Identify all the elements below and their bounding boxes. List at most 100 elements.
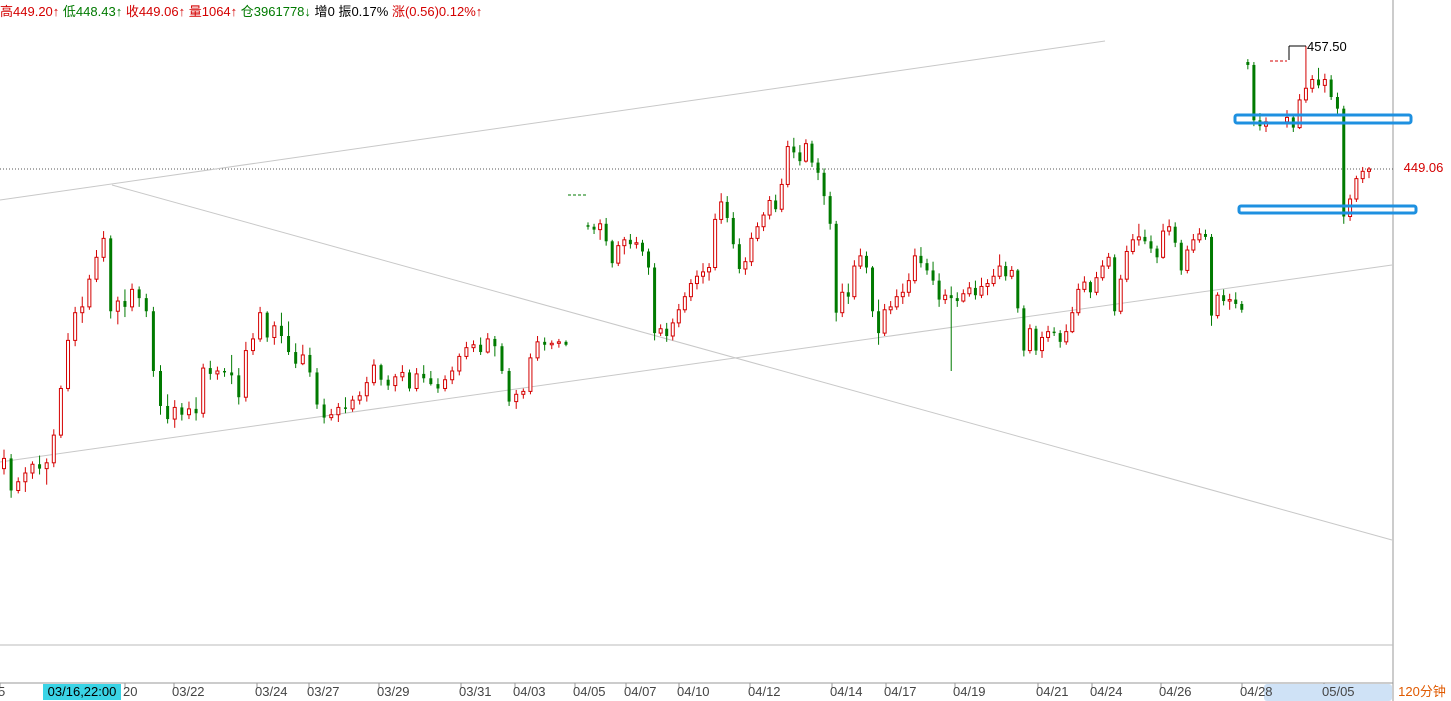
x-tick-label: 04/12 (748, 684, 781, 699)
candle-body (1167, 226, 1172, 232)
candle-body (810, 143, 814, 163)
candle-body (682, 296, 687, 311)
x-tick-label: 5 (0, 684, 6, 699)
candle-body (1088, 282, 1092, 293)
candle-body (521, 390, 526, 395)
candle-body (1310, 79, 1315, 89)
candle-body (485, 338, 490, 353)
volume-label: 量 (188, 4, 202, 19)
candle-body (749, 237, 754, 263)
candle-body (464, 347, 469, 357)
candle-body (1136, 236, 1141, 241)
candle-body (719, 201, 724, 220)
candle-body (151, 311, 155, 371)
candle-body (900, 291, 905, 298)
candle-body (73, 312, 78, 341)
candle-body (1329, 79, 1333, 98)
x-tick-label: 04/21 (1036, 684, 1069, 699)
candle-body (30, 463, 35, 474)
candle-body (846, 292, 850, 297)
candle-body (967, 287, 972, 295)
candle-body (300, 354, 305, 365)
candle-body (1203, 233, 1207, 237)
candle-body (343, 407, 347, 409)
amp-label: 振 (338, 4, 352, 19)
candle-body (1058, 333, 1062, 342)
chg-pct: 0.12% (438, 4, 476, 19)
candle-body (616, 245, 621, 264)
candle-body (159, 370, 163, 406)
candle-body (16, 481, 21, 491)
candle-body (1149, 241, 1153, 249)
candle-body (743, 261, 748, 270)
high-annotation-label: 457.50 (1307, 39, 1347, 54)
candle-body (407, 372, 411, 389)
candle-body (919, 255, 923, 264)
x-tick-label: 04/10 (677, 684, 710, 699)
candle-body (379, 365, 383, 380)
candle-body (265, 312, 269, 338)
candle-body (877, 311, 881, 334)
candle-body (1348, 198, 1353, 218)
candle-body (1034, 328, 1038, 351)
candle-body (243, 350, 248, 398)
candle-body (894, 296, 899, 308)
candle-body (556, 341, 561, 344)
candle-body (137, 289, 141, 299)
volume-arrow: ↑ (230, 4, 238, 19)
candle-body (258, 312, 263, 340)
candle-body (1040, 336, 1045, 352)
time-scroll-indicator[interactable] (1264, 684, 1392, 701)
candle-body (628, 239, 632, 245)
timeframe-selector[interactable]: 120分钟 (1398, 684, 1446, 699)
candle-body (707, 267, 712, 273)
candle-body (937, 280, 941, 300)
candle-body (436, 384, 440, 389)
candle-body (250, 338, 255, 352)
x-tick-label: 04/07 (624, 684, 657, 699)
candle-body (450, 370, 455, 381)
x-tick-label: 03/24 (255, 684, 288, 699)
candle-body (1215, 294, 1220, 317)
quote-header: 高449.20↑ 低448.43↑ 收449.06↑ 量1064↑ 仓39617… (0, 3, 482, 21)
candle-body (816, 162, 820, 173)
candle-body (785, 146, 790, 185)
highlight-box-upper (1233, 113, 1413, 125)
candle-body (622, 239, 627, 247)
candle-body (414, 373, 419, 389)
candle-body (792, 146, 796, 153)
candle-body (1118, 278, 1123, 312)
candle-body (931, 270, 935, 281)
candle-body (803, 143, 808, 162)
candle-body (979, 285, 984, 296)
candle-body (1070, 312, 1075, 333)
candle-body (755, 226, 760, 239)
trendline-descending (111, 184, 1393, 541)
candle-body (834, 223, 838, 313)
candle-body (925, 263, 929, 271)
candle-body (1246, 62, 1250, 65)
x-tick-label: 04/24 (1090, 684, 1123, 699)
candle-body (779, 183, 784, 210)
candle-body (294, 352, 298, 364)
candle-body (731, 217, 735, 245)
candle-body (1342, 108, 1346, 217)
candle-body (991, 275, 996, 285)
candle-body (443, 379, 448, 389)
low-arrow: ↑ (115, 4, 123, 19)
candle-body (308, 354, 312, 373)
candle-body (422, 373, 426, 379)
candle-body (1016, 270, 1020, 309)
x-tick-label: 04/03 (513, 684, 546, 699)
volume-value: 1064 (201, 4, 231, 19)
candle-body (665, 328, 669, 337)
high-label: 高 (0, 4, 14, 19)
candle-body (230, 372, 234, 376)
amp-value: 0.17% (351, 4, 389, 19)
candle-body (1076, 288, 1081, 314)
candle-body (1303, 87, 1308, 101)
candle-body (1227, 299, 1232, 302)
candle-body (279, 325, 283, 337)
candle-body (1285, 116, 1289, 123)
